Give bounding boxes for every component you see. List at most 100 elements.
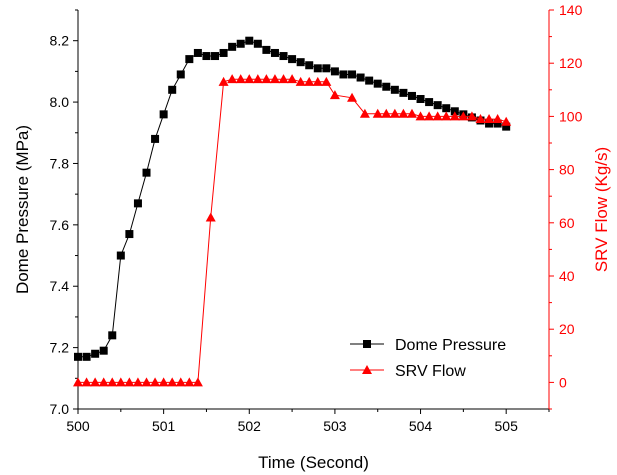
dome-pressure-point <box>373 79 382 88</box>
x-tick-label: 505 <box>495 418 519 434</box>
dome-pressure-point <box>416 95 425 104</box>
dome-pressure-point <box>133 199 142 208</box>
dome-pressure-point <box>236 39 245 48</box>
srv-flow-point <box>441 111 452 121</box>
legend: Dome Pressure SRV Flow <box>350 337 506 380</box>
x-axis-title: Time (Second) <box>258 453 369 472</box>
dome-pressure-point <box>288 55 297 64</box>
dome-pressure-point <box>270 48 279 57</box>
dome-pressure-point <box>176 70 185 79</box>
y2-tick-label: 140 <box>559 2 583 18</box>
srv-flow-point <box>192 377 203 387</box>
dome-pressure-point <box>245 36 254 45</box>
srv-flow-point <box>372 108 383 118</box>
srv-flow-point <box>484 114 495 124</box>
x-tick-label: 502 <box>238 418 262 434</box>
srv-flow-point <box>98 377 109 387</box>
srv-flow-point <box>132 377 143 387</box>
srv-flow-point <box>269 74 280 84</box>
srv-flow-point <box>449 111 460 121</box>
dome-pressure-point <box>193 48 202 57</box>
dome-pressure-point <box>228 42 237 51</box>
srv-flow-point <box>227 74 238 84</box>
y-tick-label: 7.8 <box>50 155 70 171</box>
srv-flow-point <box>321 76 332 86</box>
y2-tick-label: 20 <box>559 321 575 337</box>
dome-pressure-point <box>382 82 391 91</box>
srv-flow-point <box>389 108 400 118</box>
dome-pressure-point <box>330 67 339 76</box>
dome-pressure-point <box>91 349 100 358</box>
srv-flow-point <box>347 92 358 102</box>
y-tick-label: 8.2 <box>50 33 70 49</box>
srv-flow-point <box>466 111 477 121</box>
srv-flow-point <box>415 111 426 121</box>
y2-tick-label: 40 <box>559 268 575 284</box>
dome-pressure-point <box>219 48 228 57</box>
dome-pressure-point <box>279 52 288 61</box>
srv-flow-point <box>235 74 246 84</box>
x-tick-label: 501 <box>152 418 176 434</box>
dome-pressure-point <box>493 119 502 128</box>
srv-flow-point <box>329 90 340 100</box>
dome-pressure-point <box>356 73 365 82</box>
dome-pressure-point <box>74 352 82 361</box>
srv-flow-point <box>73 377 83 387</box>
dome-pressure-point <box>322 64 331 73</box>
srv-flow-point <box>150 377 161 387</box>
x-tick-label: 504 <box>409 418 433 434</box>
srv-flow-point <box>492 114 503 124</box>
srv-flow-point <box>501 116 512 126</box>
dome-pressure-point <box>313 64 322 73</box>
x-tick-label: 500 <box>66 418 90 434</box>
dome-pressure-point <box>82 352 91 361</box>
dome-pressure-point <box>450 107 459 116</box>
legend-label-dome: Dome Pressure <box>395 337 506 354</box>
dome-pressure-point <box>407 91 416 100</box>
srv-flow-point <box>304 76 315 86</box>
srv-flow-point <box>381 108 392 118</box>
y-axis-left-title: Dome Pressure (MPa) <box>13 125 32 294</box>
srv-flow-point <box>158 377 169 387</box>
dome-pressure-point <box>211 52 220 61</box>
dome-pressure-point <box>365 76 374 85</box>
dome-pressure-point <box>116 251 125 260</box>
dome-pressure-point <box>253 39 262 48</box>
srv-flow-point <box>287 74 298 84</box>
dome-pressure-point <box>262 45 271 54</box>
dome-pressure-point <box>202 52 211 61</box>
srv-flow-point <box>107 377 118 387</box>
srv-flow-point <box>115 377 126 387</box>
dome-pressure-point <box>305 61 314 70</box>
y-tick-label: 7.2 <box>50 340 70 356</box>
dome-pressure-point <box>390 85 399 94</box>
y2-tick-label: 120 <box>559 55 583 71</box>
srv-flow-point <box>218 76 229 86</box>
dome-pressure-point <box>185 55 194 64</box>
srv-flow-point <box>261 74 272 84</box>
y-tick-label: 7.0 <box>50 401 70 417</box>
srv-flow-point <box>141 377 152 387</box>
srv-flow-point <box>184 377 195 387</box>
srv-flow-point <box>406 108 417 118</box>
srv-flow-point <box>244 74 255 84</box>
dome-pressure-point <box>339 70 348 79</box>
legend-marker-dome <box>363 340 371 348</box>
srv-flow-point <box>458 111 469 121</box>
srv-flow-point <box>424 111 435 121</box>
srv-flow-point <box>124 377 135 387</box>
dome-pressure-point <box>168 85 177 94</box>
srv-flow-point <box>359 108 370 118</box>
srv-flow-point <box>278 74 289 84</box>
legend-marker-srv <box>362 365 372 374</box>
srv-flow-point <box>475 114 486 124</box>
srv-flow-point <box>295 76 306 86</box>
srv-flow-point <box>175 377 186 387</box>
y2-tick-label: 60 <box>559 215 575 231</box>
dome-pressure-point <box>142 168 151 177</box>
srv-flow-point <box>205 212 216 222</box>
srv-flow-point <box>90 377 101 387</box>
legend-label-srv: SRV Flow <box>395 363 466 380</box>
